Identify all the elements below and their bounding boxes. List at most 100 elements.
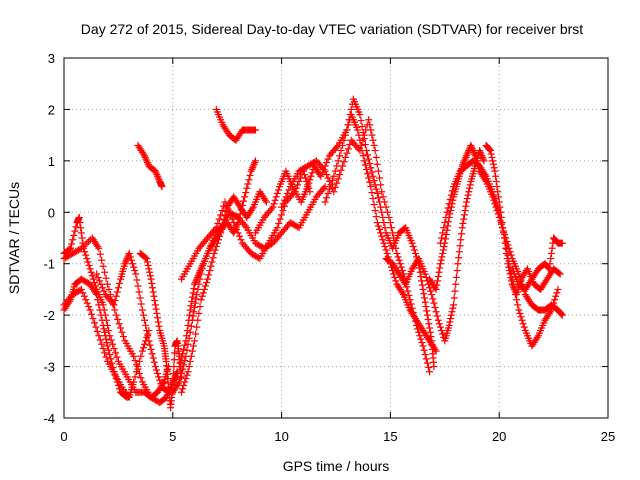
data-point [151, 297, 159, 305]
data-point [378, 232, 386, 240]
data-point [278, 203, 286, 211]
data-point [489, 157, 497, 165]
data-point [70, 231, 78, 239]
data-point [148, 279, 156, 287]
x-tick-label: 0 [60, 429, 67, 444]
data-point [373, 189, 381, 197]
data-point [232, 224, 240, 232]
data-point [155, 373, 163, 381]
data-point [550, 299, 558, 307]
data-point [323, 171, 331, 179]
data-point [278, 211, 286, 219]
data-point [212, 224, 220, 232]
data-point [420, 294, 428, 302]
data-point [391, 239, 399, 247]
data-point [217, 211, 225, 219]
data-point [179, 385, 187, 393]
data-point [508, 280, 516, 288]
data-point [431, 345, 439, 353]
data-point [139, 311, 147, 319]
data-point [381, 243, 389, 251]
data-point [92, 289, 100, 297]
data-point [444, 204, 452, 212]
data-point [198, 292, 206, 300]
data-point [418, 281, 426, 289]
data-point [206, 267, 214, 275]
data-point [478, 152, 486, 160]
data-point [416, 332, 424, 340]
data-point [374, 167, 382, 175]
data-point [146, 268, 154, 276]
data-point [420, 346, 428, 354]
data-point [464, 191, 472, 199]
data-point [109, 363, 117, 371]
data-point [433, 312, 441, 320]
data-point [382, 203, 390, 211]
data-point [183, 332, 191, 340]
data-point [492, 177, 500, 185]
data-point [344, 145, 352, 153]
data-point [130, 352, 138, 360]
data-point [423, 359, 431, 367]
data-point [93, 327, 101, 335]
data-point [204, 275, 212, 283]
data-point [188, 297, 196, 305]
data-point [317, 172, 325, 180]
data-point [81, 248, 89, 256]
data-point [182, 375, 190, 383]
data-point [417, 273, 425, 281]
data-point [274, 186, 282, 194]
data-point [448, 187, 456, 195]
data-point [281, 196, 289, 204]
data-point [143, 157, 151, 165]
data-point [432, 347, 440, 355]
data-point [68, 240, 76, 248]
data-point [450, 294, 458, 302]
data-point [191, 337, 199, 345]
data-point [134, 365, 142, 373]
data-point [185, 311, 193, 319]
data-point [439, 249, 447, 257]
data-point [262, 198, 270, 206]
data-point [356, 111, 364, 119]
data-point [95, 332, 103, 340]
data-point [141, 153, 149, 161]
data-point [96, 336, 104, 344]
data-point [273, 224, 281, 232]
data-point [100, 325, 108, 333]
data-point [192, 295, 200, 303]
series-arc-12 [212, 105, 259, 144]
data-point [505, 263, 513, 271]
data-point [180, 345, 188, 353]
data-point [90, 279, 98, 287]
data-point [179, 350, 187, 358]
data-point [554, 285, 562, 293]
data-point [142, 321, 150, 329]
data-point [468, 145, 476, 153]
data-point [422, 355, 430, 363]
data-point [368, 189, 376, 197]
data-point [460, 215, 468, 223]
data-point [337, 166, 345, 174]
data-point [424, 363, 432, 371]
data-point [148, 284, 156, 292]
data-point [437, 256, 445, 264]
data-point [90, 319, 98, 327]
series-arc-9 [178, 188, 270, 396]
data-point [519, 320, 527, 328]
data-point [333, 162, 341, 170]
data-point [331, 183, 339, 191]
data-point [273, 189, 281, 197]
data-point [496, 203, 504, 211]
data-point [518, 316, 526, 324]
data-point [108, 359, 116, 367]
data-point [65, 245, 73, 253]
data-point [502, 249, 510, 257]
data-point [85, 303, 93, 311]
data-point [545, 264, 553, 272]
series-arc-13 [251, 95, 438, 371]
data-point [156, 376, 164, 384]
data-point [113, 288, 121, 296]
data-point [67, 244, 75, 252]
data-point [393, 249, 401, 257]
